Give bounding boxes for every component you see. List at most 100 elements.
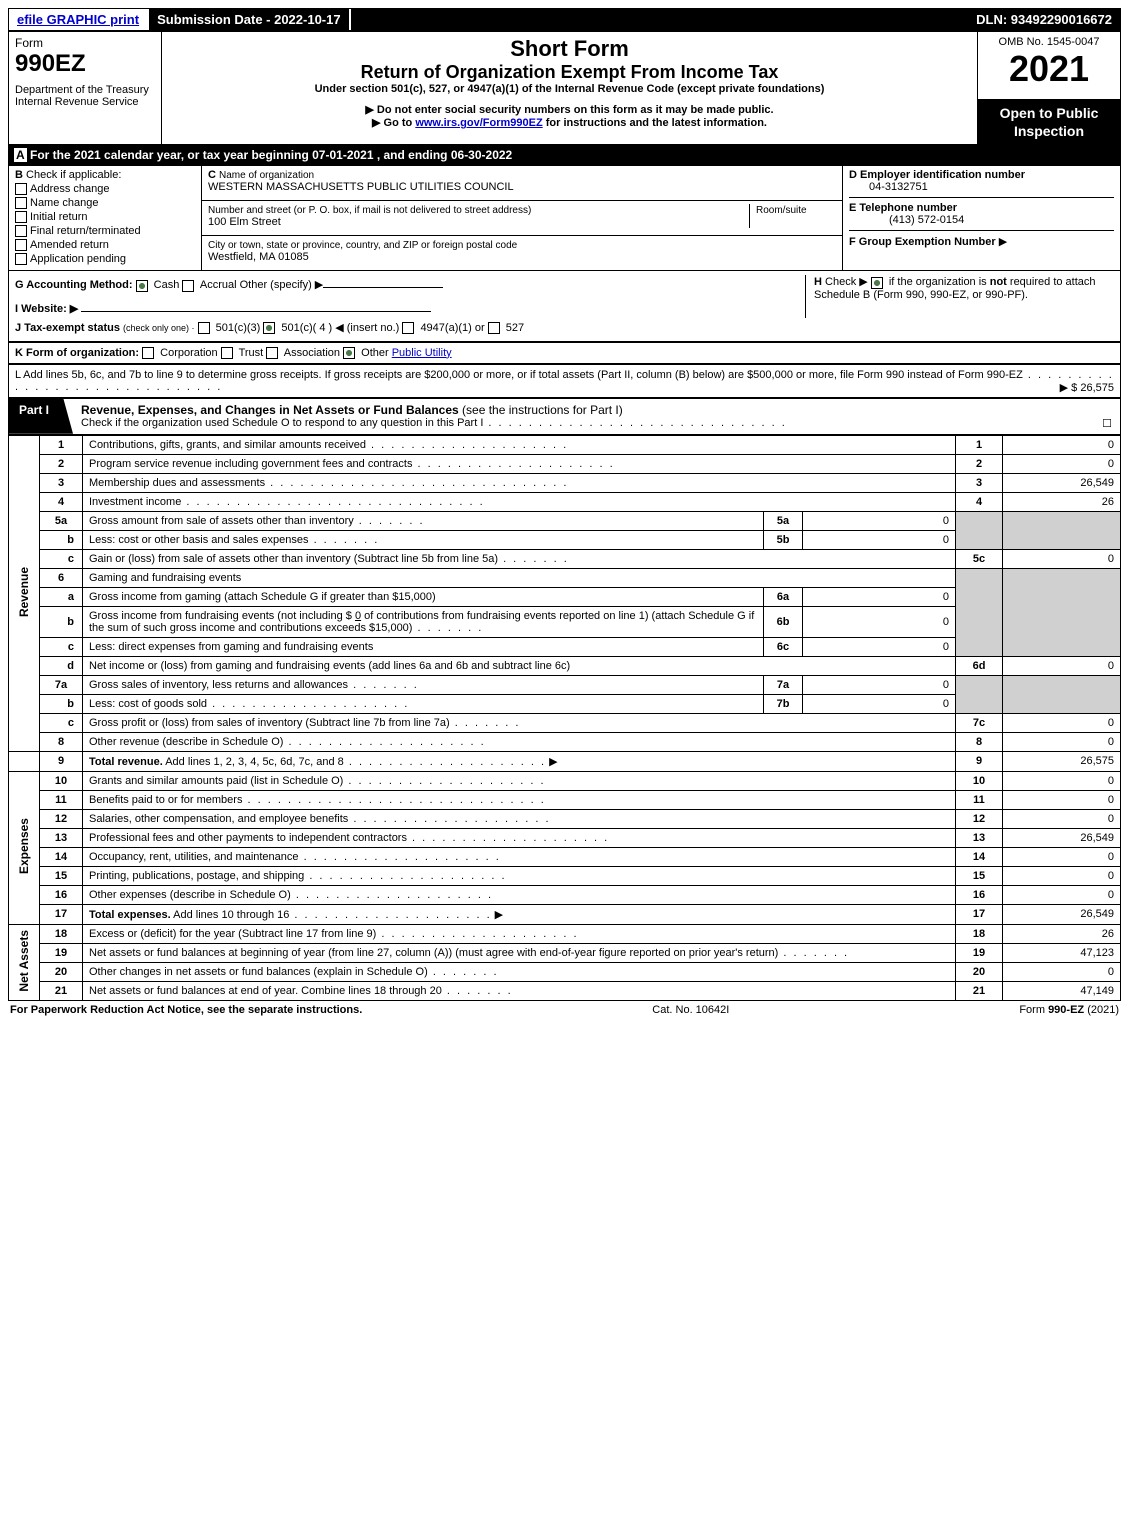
line-17-desc: Total expenses. bbox=[89, 909, 171, 921]
cb-501c3[interactable] bbox=[198, 322, 210, 334]
cb-schedule-b-not-required[interactable] bbox=[871, 277, 883, 289]
cb-name-change[interactable]: Name change bbox=[15, 197, 195, 209]
line-13-value: 26,549 bbox=[1003, 828, 1121, 847]
check-applicable-label: Check if applicable: bbox=[26, 169, 121, 181]
part-1-header: Part I Revenue, Expenses, and Changes in… bbox=[8, 398, 1121, 435]
other-org-value-link[interactable]: Public Utility bbox=[392, 347, 452, 359]
label-f-group-exemption: F Group Exemption Number bbox=[849, 236, 996, 248]
line-5b-subvalue: 0 bbox=[803, 530, 956, 549]
line-21-value: 47,149 bbox=[1003, 981, 1121, 1000]
line-12-desc: Salaries, other compensation, and employ… bbox=[89, 813, 348, 825]
cb-initial-return[interactable]: Initial return bbox=[15, 211, 195, 223]
line-14-value: 0 bbox=[1003, 847, 1121, 866]
line-7b-desc: Less: cost of goods sold bbox=[89, 698, 207, 710]
cb-final-return[interactable]: Final return/terminated bbox=[15, 225, 195, 237]
cb-cash[interactable] bbox=[136, 280, 148, 292]
cb-4947[interactable] bbox=[402, 322, 414, 334]
line-11-desc: Benefits paid to or for members bbox=[89, 794, 242, 806]
cb-address-change[interactable]: Address change bbox=[15, 183, 195, 195]
line-6d-desc: Net income or (loss) from gaming and fun… bbox=[89, 660, 570, 672]
line-15-desc: Printing, publications, postage, and shi… bbox=[89, 870, 304, 882]
line-9-value: 26,575 bbox=[1003, 751, 1121, 771]
omb-number: OMB No. 1545-0047 bbox=[984, 36, 1114, 48]
expenses-side-label: Expenses bbox=[17, 818, 31, 874]
label-e-phone: E Telephone number bbox=[849, 202, 957, 214]
line-5b-desc: Less: cost or other basis and sales expe… bbox=[89, 534, 309, 546]
cb-501c[interactable] bbox=[263, 322, 275, 334]
ein-value: 04-3132751 bbox=[849, 181, 928, 193]
line-17-value: 26,549 bbox=[1003, 904, 1121, 924]
line-15-value: 0 bbox=[1003, 866, 1121, 885]
label-g-accounting: G Accounting Method: bbox=[15, 279, 133, 291]
line-16-desc: Other expenses (describe in Schedule O) bbox=[89, 889, 291, 901]
checkbox-icon[interactable]: ☐ bbox=[1102, 417, 1112, 430]
part-1-tab: Part I bbox=[9, 399, 73, 434]
net-assets-side-label: Net Assets bbox=[17, 930, 31, 992]
cb-association[interactable] bbox=[266, 347, 278, 359]
label-i-website: I Website: ▶ bbox=[15, 303, 78, 315]
short-form-title: Short Form bbox=[168, 36, 971, 62]
efile-link-text[interactable]: efile GRAPHIC print bbox=[17, 12, 139, 27]
line-20-desc: Other changes in net assets or fund bala… bbox=[89, 966, 428, 978]
org-info-table: B Check if applicable: Address change Na… bbox=[8, 165, 1121, 272]
line-l-text: L Add lines 5b, 6c, and 7b to line 9 to … bbox=[15, 369, 1023, 381]
label-b: B bbox=[15, 169, 23, 181]
line-19-desc: Net assets or fund balances at beginning… bbox=[89, 947, 778, 959]
label-k-form-org: K Form of organization: bbox=[15, 347, 139, 359]
line-21-desc: Net assets or fund balances at end of ye… bbox=[89, 985, 442, 997]
line-6a-desc: Gross income from gaming (attach Schedul… bbox=[89, 591, 436, 603]
form-word: Form bbox=[15, 36, 155, 50]
cb-amended-return[interactable]: Amended return bbox=[15, 239, 195, 251]
line-l-value: ▶ $ 26,575 bbox=[1060, 381, 1114, 394]
line-3-desc: Membership dues and assessments bbox=[89, 477, 265, 489]
irs-link[interactable]: www.irs.gov/Form990EZ bbox=[415, 117, 542, 129]
cb-application-pending[interactable]: Application pending bbox=[15, 253, 195, 265]
arrow-icon bbox=[365, 104, 377, 116]
line-1-value: 0 bbox=[1003, 435, 1121, 454]
cb-corporation[interactable] bbox=[142, 347, 154, 359]
catalog-number: Cat. No. 10642I bbox=[652, 1004, 729, 1016]
name-of-org-label: Name of organization bbox=[219, 170, 314, 181]
line-4-value: 26 bbox=[1003, 492, 1121, 511]
line-6c-subvalue: 0 bbox=[803, 637, 956, 656]
calendar-year-text: For the 2021 calendar year, or tax year … bbox=[30, 148, 512, 162]
line-6d-value: 0 bbox=[1003, 656, 1121, 675]
line-12-value: 0 bbox=[1003, 809, 1121, 828]
line-9-desc: Total revenue. bbox=[89, 756, 163, 768]
street-value: 100 Elm Street bbox=[208, 216, 281, 228]
part-1-title: Revenue, Expenses, and Changes in Net As… bbox=[81, 403, 462, 417]
line-16-value: 0 bbox=[1003, 885, 1121, 904]
label-a: A bbox=[14, 148, 27, 162]
line-4-desc: Investment income bbox=[89, 496, 181, 508]
page-footer: For Paperwork Reduction Act Notice, see … bbox=[8, 1001, 1121, 1019]
label-c: C bbox=[208, 169, 216, 181]
top-bar: efile GRAPHIC print Submission Date - 20… bbox=[8, 8, 1121, 31]
mid-section-g-l: G Accounting Method: Cash Accrual Other … bbox=[8, 271, 1121, 341]
line-10-value: 0 bbox=[1003, 771, 1121, 790]
label-d-ein: D Employer identification number bbox=[849, 169, 1025, 181]
part-1-schedule-o-check: Check if the organization used Schedule … bbox=[81, 417, 483, 429]
line-11-value: 0 bbox=[1003, 790, 1121, 809]
line-14-desc: Occupancy, rent, utilities, and maintena… bbox=[89, 851, 299, 863]
section-l: L Add lines 5b, 6c, and 7b to line 9 to … bbox=[8, 364, 1121, 398]
label-h: H bbox=[814, 276, 822, 288]
accounting-other-input[interactable] bbox=[323, 287, 443, 288]
line-6c-desc: Less: direct expenses from gaming and fu… bbox=[89, 641, 373, 653]
line-13-desc: Professional fees and other payments to … bbox=[89, 832, 407, 844]
cb-accrual[interactable] bbox=[182, 280, 194, 292]
cb-527[interactable] bbox=[488, 322, 500, 334]
line-3-value: 26,549 bbox=[1003, 473, 1121, 492]
line-6b-subvalue: 0 bbox=[803, 606, 956, 637]
label-j-tax-exempt: J Tax-exempt status bbox=[15, 322, 123, 334]
line-6-desc: Gaming and fundraising events bbox=[83, 568, 956, 587]
line-6b-desc1: Gross income from fundraising events (no… bbox=[89, 610, 352, 622]
line-19-value: 47,123 bbox=[1003, 943, 1121, 962]
efile-graphic-print-link[interactable]: efile GRAPHIC print bbox=[9, 9, 147, 30]
line-num: 1 bbox=[40, 435, 83, 454]
line-8-value: 0 bbox=[1003, 732, 1121, 751]
line-7b-subvalue: 0 bbox=[803, 694, 956, 713]
cb-trust[interactable] bbox=[221, 347, 233, 359]
website-input[interactable] bbox=[81, 311, 431, 312]
line-20-value: 0 bbox=[1003, 962, 1121, 981]
cb-other-org[interactable] bbox=[343, 347, 355, 359]
